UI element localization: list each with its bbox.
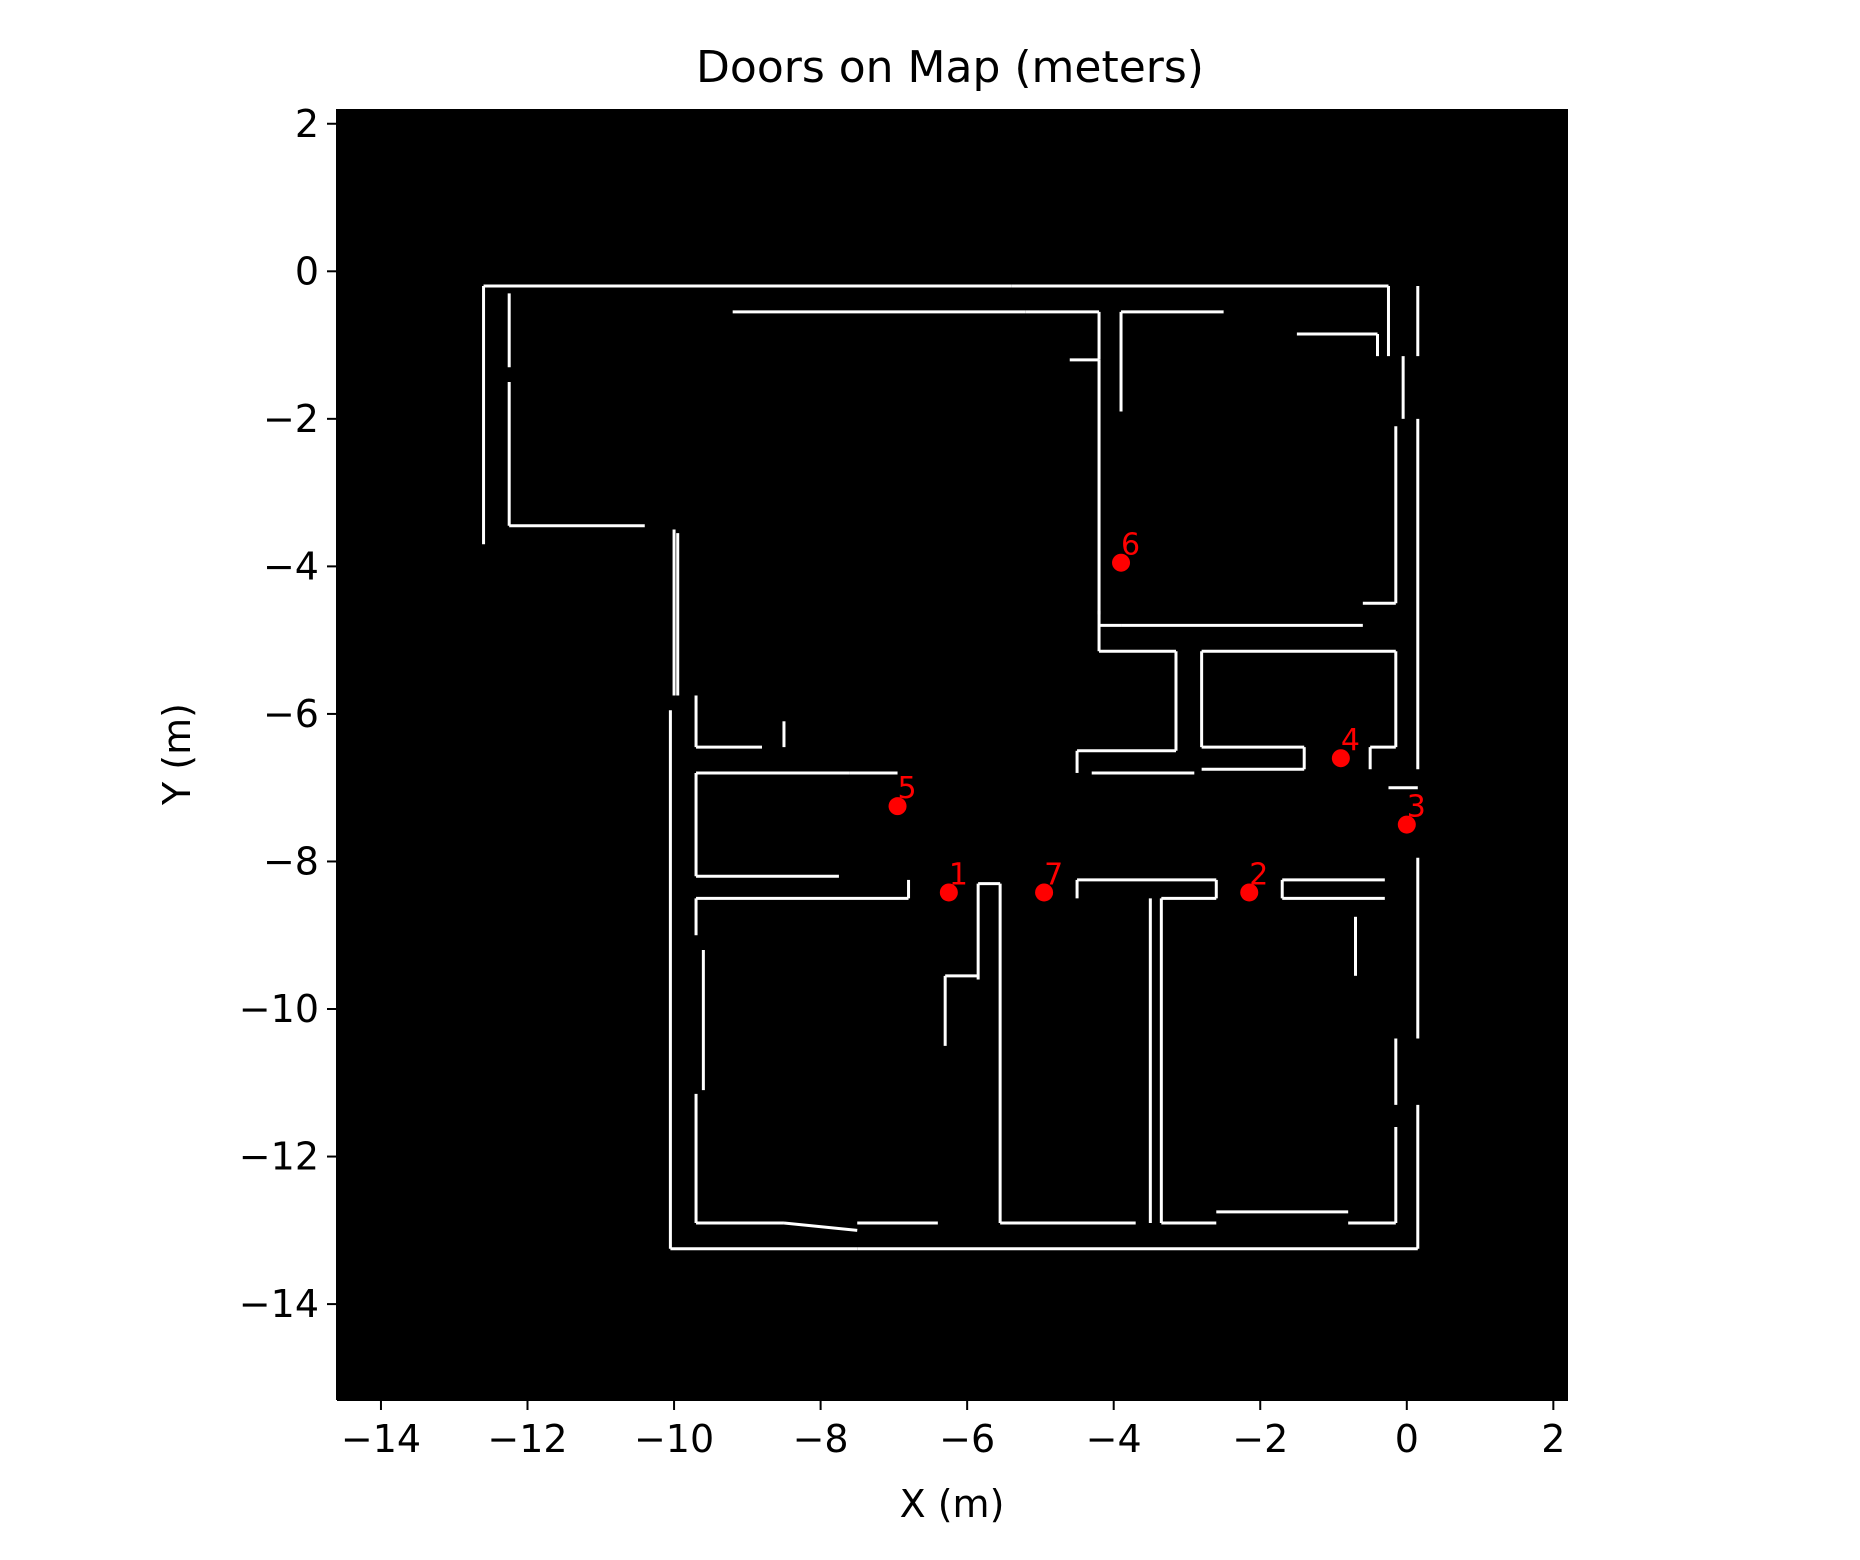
axes: −14 −12 −10 −8 −6 −4 −2 0 2 2 0 −2 −4 −6 −8 −10 −12 −14	[239, 102, 1568, 1461]
y-tick-label: 0	[295, 249, 319, 293]
x-axis-label: X (m)	[900, 1482, 1005, 1526]
y-tick-label: −10	[239, 987, 319, 1031]
y-tick-label: −2	[263, 397, 319, 441]
door-label-3: 3	[1407, 790, 1426, 825]
door-markers: 1 2 3 4 5 6 7	[888, 528, 1426, 902]
door-label-7: 7	[1044, 857, 1063, 892]
door-label-5: 5	[898, 771, 917, 806]
door-label-2: 2	[1249, 857, 1268, 892]
door-marker-1	[939, 883, 958, 902]
plot-area	[337, 109, 1568, 1400]
x-tick-label: −12	[487, 1417, 567, 1461]
door-marker-4	[1331, 749, 1350, 768]
door-marker-5	[888, 797, 907, 816]
floor-map-walls	[482, 284, 1420, 1251]
x-tick-label: −4	[1086, 1417, 1142, 1461]
x-tick-label: −8	[793, 1417, 849, 1461]
door-label-1: 1	[949, 857, 968, 892]
x-tick-label: −2	[1232, 1417, 1288, 1461]
wall-segment	[783, 1221, 858, 1232]
door-marker-7	[1035, 883, 1054, 902]
x-tick-label: −10	[634, 1417, 714, 1461]
x-tick-label: 0	[1395, 1417, 1419, 1461]
y-tick-label: −8	[263, 839, 319, 883]
door-marker-6	[1112, 553, 1131, 572]
door-marker-2	[1240, 883, 1259, 902]
x-tick-label: 2	[1541, 1417, 1565, 1461]
door-label-6: 6	[1121, 528, 1140, 563]
y-tick-label: 2	[295, 102, 319, 146]
x-tick-label: −6	[939, 1417, 995, 1461]
chart-title: Doors on Map (meters)	[696, 42, 1204, 93]
x-tick-label: −14	[341, 1417, 421, 1461]
y-tick-label: −4	[263, 544, 319, 588]
y-tick-label: −14	[239, 1282, 319, 1326]
y-axis-label: Y (m)	[155, 703, 199, 806]
door-marker-3	[1397, 815, 1416, 834]
y-tick-label: −6	[263, 692, 319, 736]
door-label-4: 4	[1341, 723, 1360, 758]
y-tick-label: −12	[239, 1135, 319, 1179]
